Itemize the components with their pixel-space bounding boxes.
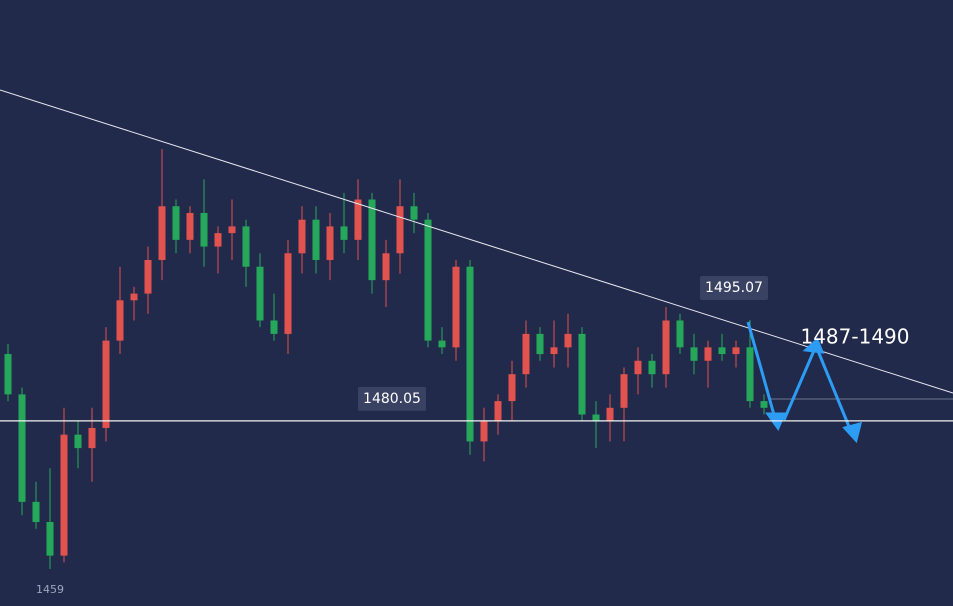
labels: 1480.05 1495.07 1487-1490 1459 bbox=[0, 275, 953, 596]
candle-body bbox=[676, 320, 684, 348]
candle-body bbox=[74, 434, 82, 449]
candle-body bbox=[606, 407, 614, 422]
candle-body bbox=[480, 421, 488, 442]
arrowhead bbox=[842, 421, 863, 444]
candle-body bbox=[704, 347, 712, 361]
candle-body bbox=[620, 374, 628, 408]
candle-body bbox=[4, 354, 12, 395]
candle-body bbox=[172, 206, 180, 240]
candle-body bbox=[732, 347, 740, 355]
candle-body bbox=[88, 427, 96, 449]
candle-body bbox=[382, 253, 390, 281]
target-label: 1487-1490 bbox=[800, 325, 909, 349]
candle-body bbox=[592, 414, 600, 422]
candle-body bbox=[340, 226, 348, 240]
candle-body bbox=[214, 233, 222, 247]
candle-body bbox=[144, 260, 152, 294]
high-label: 1495.07 bbox=[705, 280, 763, 296]
candle-body bbox=[466, 266, 474, 442]
candle-body bbox=[130, 293, 138, 301]
trend-line bbox=[0, 89, 953, 394]
candle-body bbox=[452, 266, 460, 348]
candle-body bbox=[522, 333, 530, 375]
candle-body bbox=[410, 206, 418, 220]
candle-body bbox=[760, 401, 768, 408]
candle-body bbox=[662, 320, 670, 375]
candle-body bbox=[368, 199, 376, 281]
label-box bbox=[358, 386, 426, 411]
candle-body bbox=[564, 333, 572, 348]
candle-body bbox=[550, 347, 558, 355]
candle-body bbox=[298, 219, 306, 254]
candle-body bbox=[186, 212, 194, 240]
candle-body bbox=[690, 347, 698, 361]
candle-body bbox=[60, 434, 68, 556]
candle-body bbox=[508, 374, 516, 402]
candle-body bbox=[424, 219, 432, 341]
candle-body bbox=[256, 266, 264, 321]
candle-body bbox=[200, 212, 208, 247]
candle-body bbox=[494, 401, 502, 422]
low-label: 1459 bbox=[36, 583, 64, 596]
candle-body bbox=[242, 226, 250, 267]
candle-body bbox=[354, 199, 362, 240]
candle-body bbox=[718, 347, 726, 355]
candles bbox=[4, 149, 768, 570]
candle-body bbox=[746, 347, 754, 402]
candle-body bbox=[116, 300, 124, 341]
candle-body bbox=[158, 206, 166, 261]
candle-body bbox=[312, 219, 320, 261]
support-label: 1480.05 bbox=[363, 391, 421, 407]
candle-body bbox=[326, 226, 334, 261]
candle-body bbox=[536, 333, 544, 355]
arrowhead bbox=[802, 337, 825, 354]
candle-body bbox=[46, 522, 54, 556]
candle-body bbox=[438, 340, 446, 348]
candle-body bbox=[648, 360, 656, 375]
candle-body bbox=[270, 320, 278, 334]
candle-body bbox=[228, 226, 236, 234]
candle-body bbox=[32, 501, 40, 523]
candle-body bbox=[578, 333, 586, 415]
candle-body bbox=[102, 340, 110, 428]
candle-body bbox=[396, 206, 404, 254]
candle-body bbox=[18, 394, 26, 502]
candle-body bbox=[284, 253, 292, 334]
label-box bbox=[700, 275, 768, 300]
arrow-down-1 bbox=[746, 321, 778, 423]
candle-body bbox=[634, 360, 642, 375]
